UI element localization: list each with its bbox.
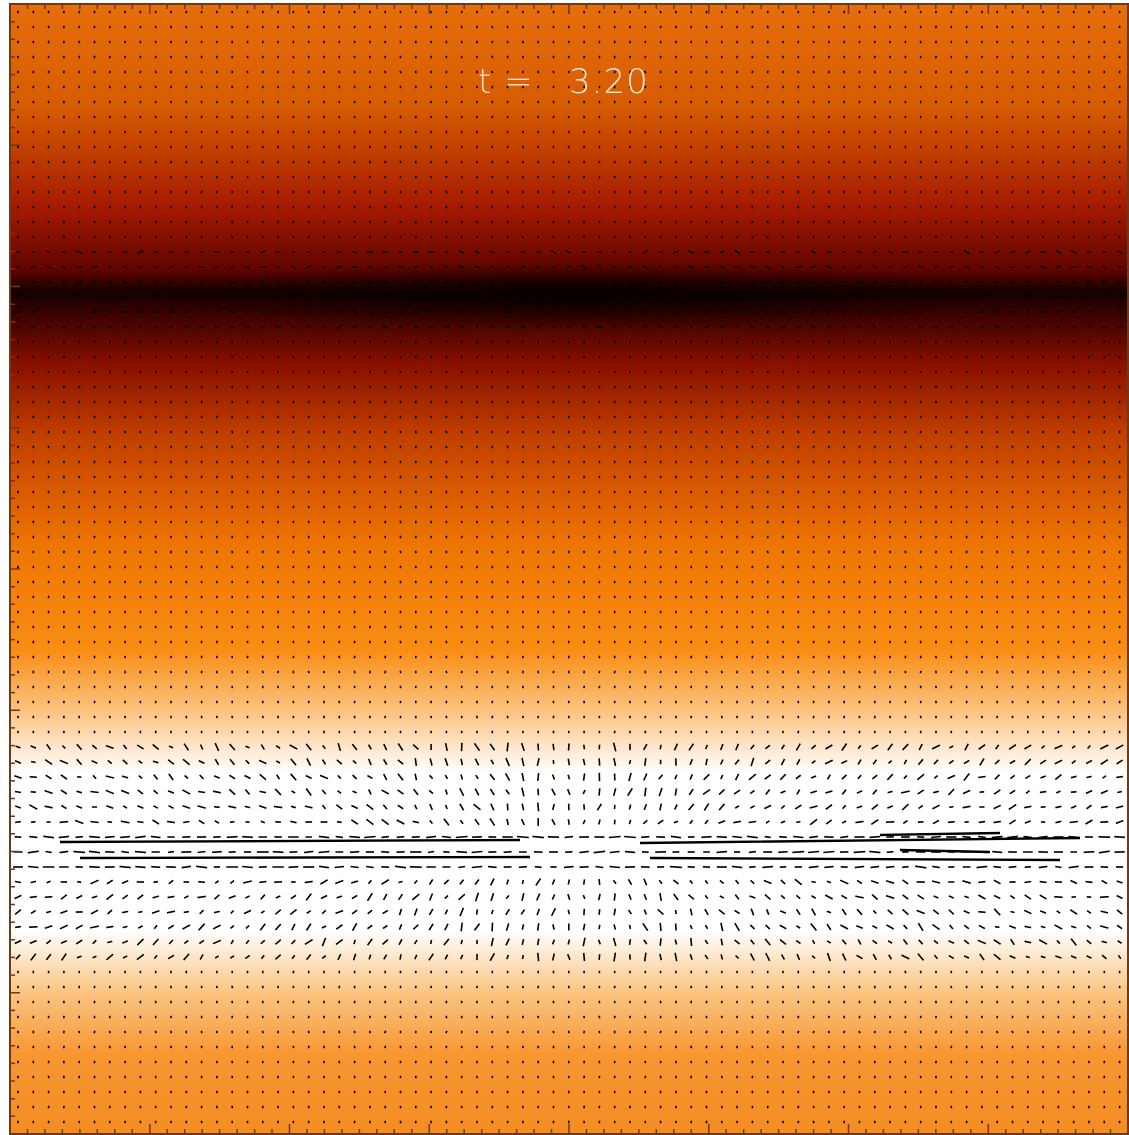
velocity-jets [59,831,1081,862]
velocity-field [13,10,1125,1124]
time-label: t = 3.20 [478,62,649,102]
density-map [10,4,1128,1134]
dark-layer [160,260,1000,330]
axis-frame [9,3,1129,1135]
